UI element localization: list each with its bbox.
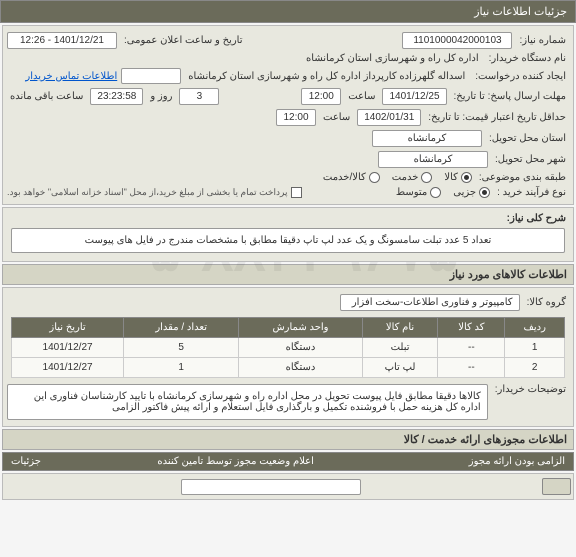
- radio-circle-icon: [421, 172, 432, 183]
- loc-field: کرمانشاه: [372, 130, 482, 147]
- buyer-notes-label: توضیحات خریدار:: [492, 384, 569, 395]
- radio-option[interactable]: متوسط: [396, 187, 441, 198]
- valid-time: 12:00: [276, 109, 316, 126]
- perm-body: [2, 473, 574, 500]
- radio-label: خدمت: [392, 172, 419, 183]
- table-row[interactable]: 1--تبلتدستگاه51401/12/27: [12, 338, 565, 358]
- table-header-row: ردیفکد کالانام کالاواحد شمارشتعداد / مقد…: [12, 318, 565, 338]
- perm-col1: الزامی بودن ارائه مجوز: [400, 456, 565, 467]
- table-cell: 1: [505, 338, 565, 358]
- city-field: کرمانشاه: [378, 151, 488, 168]
- main-info-section: شماره نیاز: 1101000042000103 تاریخ و ساع…: [2, 25, 574, 205]
- perm-btn[interactable]: [542, 478, 571, 495]
- time-label-2: ساعت: [320, 112, 353, 123]
- table-cell: 1401/12/27: [12, 338, 124, 358]
- perm-header-row: الزامی بودن ارائه مجوز اعلام وضعیت مجوز …: [2, 452, 574, 471]
- city-label: شهر محل تحویل:: [492, 154, 569, 165]
- need-no-label: شماره نیاز:: [516, 35, 569, 46]
- radio-circle-icon: [479, 187, 490, 198]
- radio-option[interactable]: جزیی: [453, 187, 490, 198]
- contact-link[interactable]: اطلاعات تماس خریدار: [25, 71, 117, 82]
- perm-section-title: اطلاعات مجوزهای ارائه خدمت / کالا: [2, 429, 574, 450]
- buyer-notes: کالاها دقیقا مطابق فایل پیوست تحویل در م…: [7, 384, 488, 420]
- radio-label: متوسط: [396, 187, 427, 198]
- payment-checkbox[interactable]: [291, 187, 302, 198]
- time-label-1: ساعت: [345, 91, 378, 102]
- page-header: جزئیات اطلاعات نیاز: [0, 0, 576, 23]
- creator-label: ایجاد کننده درخواست:: [472, 71, 569, 82]
- buyer-label: نام دستگاه خریدار:: [486, 53, 569, 64]
- table-header-cell: نام کالا: [362, 318, 438, 338]
- table-cell: 1401/12/27: [12, 358, 124, 378]
- contact-empty[interactable]: [121, 68, 181, 84]
- group-label: گروه کالا:: [524, 297, 569, 308]
- desc-text: تعداد 5 عدد تبلت سامسونگ و یک عدد لپ تاپ…: [11, 228, 565, 253]
- table-cell: دستگاه: [239, 338, 362, 358]
- table-cell: 2: [505, 358, 565, 378]
- radio-option[interactable]: خدمت: [392, 172, 433, 183]
- radio-option[interactable]: کالا: [444, 172, 472, 183]
- loc-label: استان محل تحویل:: [486, 133, 569, 144]
- radio-label: کالا: [444, 172, 458, 183]
- radio-circle-icon: [430, 187, 441, 198]
- table-cell: 5: [124, 338, 239, 358]
- table-cell: --: [438, 338, 505, 358]
- table-header-cell: ردیف: [505, 318, 565, 338]
- items-section: گروه کالا: کامپیوتر و فناوری اطلاعات-سخت…: [2, 287, 574, 427]
- perm-col2: اعلام وضعیت مجوز توسط تامین کننده: [71, 456, 400, 467]
- cat-label: طبقه بندی موضوعی:: [476, 172, 569, 183]
- remaining-label: ساعت باقی مانده: [7, 91, 86, 102]
- buytype-label: نوع فرآیند خرید :: [494, 187, 569, 198]
- table-row[interactable]: 2--لپ تاپدستگاه11401/12/27: [12, 358, 565, 378]
- items-section-title: اطلاعات کالاهای مورد نیاز: [2, 264, 574, 285]
- radio-label: کالا/خدمت: [323, 172, 366, 183]
- countdown-timer: 23:23:58: [90, 88, 143, 105]
- radio-option[interactable]: کالا/خدمت: [323, 172, 380, 183]
- days-label: روز و: [147, 91, 175, 102]
- table-header-cell: تعداد / مقدار: [124, 318, 239, 338]
- need-no-field: 1101000042000103: [402, 32, 512, 49]
- items-table: ردیفکد کالانام کالاواحد شمارشتعداد / مقد…: [11, 317, 565, 378]
- buyer-value: اداره کل راه و شهرسازی استان کرمانشاه: [303, 53, 482, 64]
- deadline-date: 1401/12/25: [382, 88, 446, 105]
- table-header-cell: کد کالا: [438, 318, 505, 338]
- valid-label: حداقل تاریخ اعتبار قیمت: تا تاریخ:: [425, 112, 569, 123]
- deadline-time: 12:00: [301, 88, 341, 105]
- table-cell: دستگاه: [239, 358, 362, 378]
- table-header-cell: واحد شمارش: [239, 318, 362, 338]
- table-header-cell: تاریخ نیاز: [12, 318, 124, 338]
- table-cell: لپ تاپ: [362, 358, 438, 378]
- desc-label: شرح کلی نیاز:: [504, 213, 569, 224]
- table-cell: --: [438, 358, 505, 378]
- payment-note: پرداخت تمام یا بخشی از مبلغ خرید،از محل …: [7, 187, 287, 198]
- group-field: کامپیوتر و فناوری اطلاعات-سخت افزار: [340, 294, 520, 311]
- buytype-radio-group: جزیی متوسط: [396, 187, 490, 198]
- radio-circle-icon: [369, 172, 380, 183]
- radio-label: جزیی: [453, 187, 476, 198]
- perm-field[interactable]: [181, 479, 361, 495]
- announce-label: تاریخ و ساعت اعلان عمومی:: [121, 35, 246, 46]
- table-cell: 1: [124, 358, 239, 378]
- creator-value: اسداله گلهرزاده کارپرداز اداره کل راه و …: [185, 71, 468, 82]
- deadline-label: مهلت ارسال پاسخ: تا تاریخ:: [451, 91, 569, 102]
- perm-col3: جزئیات: [11, 456, 71, 467]
- announce-field: 1401/12/21 - 12:26: [7, 32, 117, 49]
- days-field: 3: [179, 88, 219, 105]
- desc-section: شرح کلی نیاز: تعداد 5 عدد تبلت سامسونگ و…: [2, 207, 574, 262]
- table-cell: تبلت: [362, 338, 438, 358]
- valid-date: 1402/01/31: [357, 109, 421, 126]
- category-radio-group: کالا خدمت کالا/خدمت: [323, 172, 472, 183]
- radio-circle-icon: [461, 172, 472, 183]
